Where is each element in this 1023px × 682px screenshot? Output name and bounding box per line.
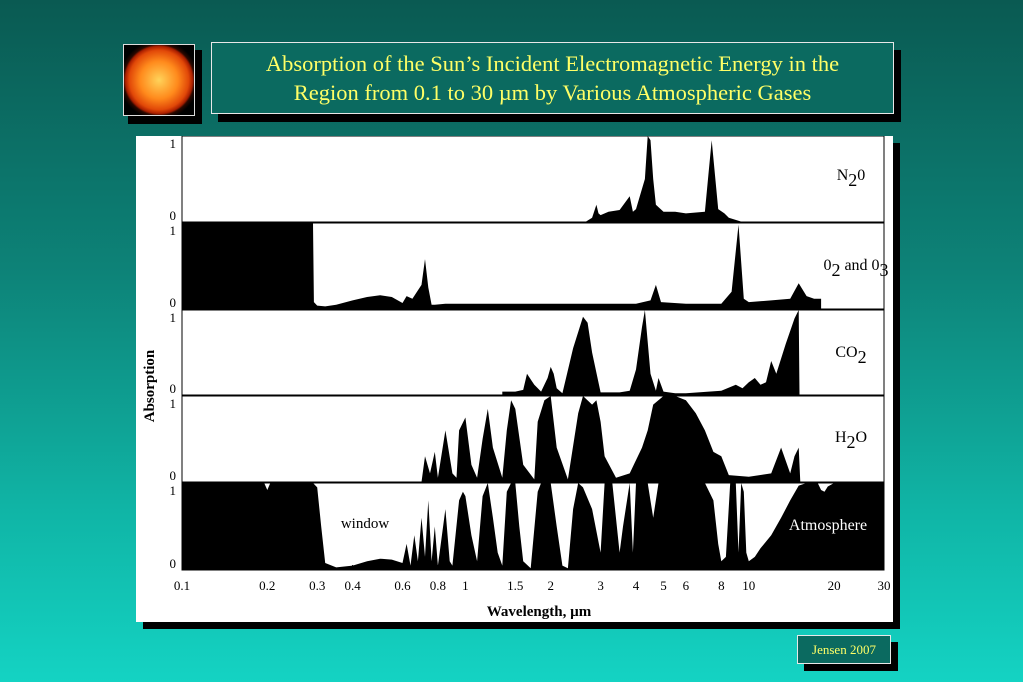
- title-line-2: Region from 0.1 to 30 µm by Various Atmo…: [293, 80, 812, 105]
- series-label-1: 02 and 03: [823, 257, 888, 280]
- y-axis-label: Absorption: [142, 349, 158, 422]
- y-tick-label: 0: [170, 556, 177, 571]
- x-tick-label: 5: [660, 578, 667, 593]
- x-tick-label: 0.2: [259, 578, 275, 593]
- y-tick-label: 1: [170, 396, 177, 411]
- credit-box: Jensen 2007: [797, 635, 891, 664]
- x-tick-label: 0.6: [394, 578, 411, 593]
- series-label-3: H2O: [835, 429, 867, 452]
- x-tick-label: 3: [597, 578, 604, 593]
- x-tick-label: 1.5: [507, 578, 523, 593]
- absorption-area-2: [502, 310, 800, 395]
- y-tick-label: 1: [170, 223, 177, 238]
- x-tick-label: 20: [828, 578, 841, 593]
- series-label-2: CO2: [835, 344, 866, 367]
- x-tick-label: 0.3: [309, 578, 325, 593]
- title-box: Absorption of the Sun’s Incident Electro…: [211, 42, 894, 114]
- x-axis-label: Wavelength, µm: [487, 604, 592, 620]
- absorption-area-3: [421, 396, 801, 482]
- y-tick-label: 0: [170, 381, 177, 396]
- panel-frame-0: [181, 136, 885, 223]
- x-tick-label: 10: [742, 578, 755, 593]
- absorption-area-4: [182, 483, 884, 570]
- page-title: Absorption of the Sun’s Incident Electro…: [266, 49, 839, 107]
- y-tick-label: 1: [170, 136, 177, 151]
- x-tick-label: 6: [683, 578, 690, 593]
- x-tick-label: 2: [547, 578, 554, 593]
- x-tick-label: 0.8: [430, 578, 446, 593]
- x-tick-label: 8: [718, 578, 725, 593]
- x-tick-label: 1: [462, 578, 469, 593]
- credit-text: Jensen 2007: [812, 641, 876, 657]
- x-tick-label: 0.1: [174, 578, 190, 593]
- title-line-1: Absorption of the Sun’s Incident Electro…: [265, 51, 840, 76]
- y-tick-label: 0: [170, 468, 177, 483]
- x-tick-label: 30: [878, 578, 891, 593]
- sun-image: [123, 44, 195, 116]
- y-tick-label: 0: [170, 208, 177, 223]
- x-tick-label: 0.4: [344, 578, 361, 593]
- y-tick-label: 0: [170, 295, 177, 310]
- absorption-area-1: [182, 223, 822, 309]
- series-label-0: N20: [837, 167, 866, 190]
- x-tick-label: 4: [633, 578, 640, 593]
- absorption-area-0: [585, 136, 743, 222]
- series-label-4: Atmosphere: [789, 517, 867, 534]
- window-annotation: window: [341, 516, 390, 532]
- y-tick-label: 1: [170, 310, 177, 325]
- y-tick-label: 1: [170, 483, 177, 498]
